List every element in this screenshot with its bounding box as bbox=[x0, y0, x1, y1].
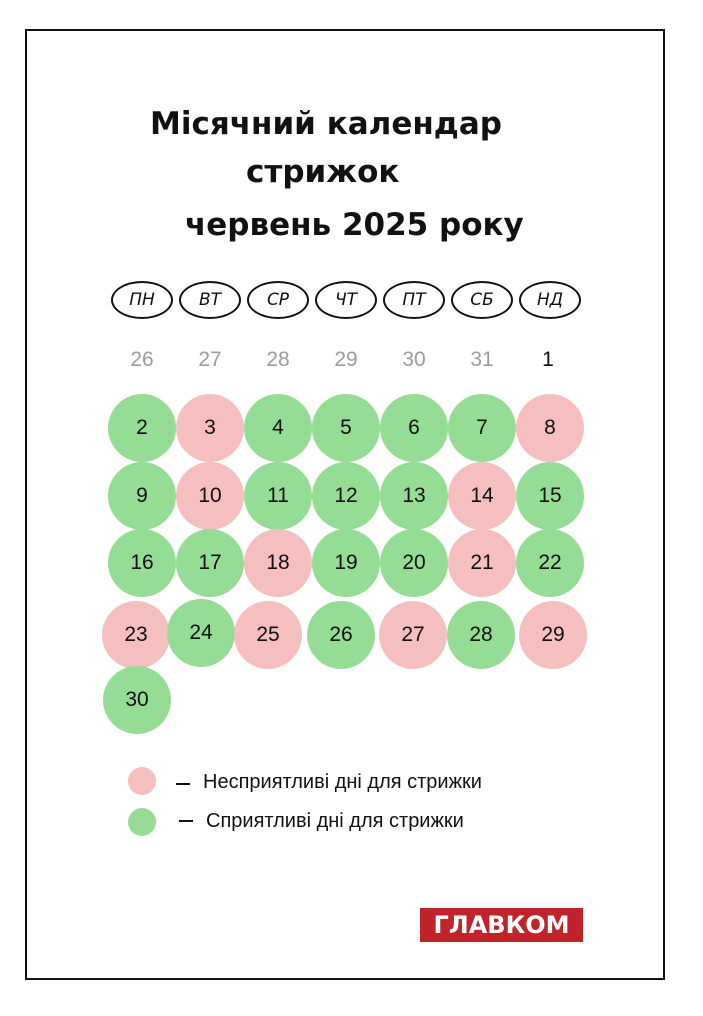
day-4: 4 bbox=[244, 394, 312, 462]
day-8: 8 bbox=[516, 394, 584, 462]
day-23: 23 bbox=[102, 601, 170, 669]
title-line-3: червень 2025 року bbox=[185, 207, 524, 243]
day-29: 29 bbox=[519, 601, 587, 669]
day-13: 13 bbox=[380, 462, 448, 530]
day-26: 26 bbox=[307, 601, 375, 669]
day-30: 30 bbox=[103, 666, 171, 734]
day-1-label: 1 bbox=[542, 348, 554, 371]
day-2: 2 bbox=[108, 394, 176, 462]
legend-bad-label: Несприятливі дні для стрижки bbox=[203, 771, 482, 793]
day-12: 12 bbox=[312, 462, 380, 530]
day-6: 6 bbox=[380, 394, 448, 462]
day-16: 16 bbox=[108, 529, 176, 597]
day-15: 15 bbox=[516, 462, 584, 530]
day-27: 27 bbox=[379, 601, 447, 669]
day-25: 25 bbox=[234, 601, 302, 669]
legend-bad-dot bbox=[128, 767, 156, 795]
day-9: 9 bbox=[108, 462, 176, 530]
weekday-3: СР bbox=[247, 281, 309, 319]
legend-good-label: Сприятливі дні для стрижки bbox=[206, 810, 464, 832]
title-line-2: стрижок bbox=[246, 154, 400, 190]
calendar-frame bbox=[25, 29, 665, 980]
day-20: 20 bbox=[380, 529, 448, 597]
previous-month-day: 29 bbox=[334, 348, 358, 371]
weekday-4: ЧТ bbox=[315, 281, 377, 319]
title-line-1: Місячний календар bbox=[150, 106, 502, 142]
legend-good-dot bbox=[128, 808, 156, 836]
day-14: 14 bbox=[448, 462, 516, 530]
weekday-2: ВТ bbox=[179, 281, 241, 319]
legend-dash bbox=[176, 783, 190, 785]
day-5: 5 bbox=[312, 394, 380, 462]
legend-dash bbox=[179, 820, 193, 822]
previous-month-day: 27 bbox=[198, 348, 222, 371]
glavcom-logo: ГЛАВКОМ bbox=[420, 908, 583, 942]
day-22: 22 bbox=[516, 529, 584, 597]
day-19: 19 bbox=[312, 529, 380, 597]
day-7: 7 bbox=[448, 394, 516, 462]
weekday-6: СБ bbox=[451, 281, 513, 319]
day-17: 17 bbox=[176, 529, 244, 597]
day-11: 11 bbox=[244, 462, 312, 530]
day-28: 28 bbox=[447, 601, 515, 669]
previous-month-day: 28 bbox=[266, 348, 290, 371]
day-10: 10 bbox=[176, 462, 244, 530]
day-21: 21 bbox=[448, 529, 516, 597]
weekday-1: ПН bbox=[111, 281, 173, 319]
previous-month-day: 26 bbox=[130, 348, 154, 371]
previous-month-day: 31 bbox=[470, 348, 494, 371]
day-3: 3 bbox=[176, 394, 244, 462]
day-24: 24 bbox=[167, 599, 235, 667]
day-18: 18 bbox=[244, 529, 312, 597]
weekday-5: ПТ bbox=[383, 281, 445, 319]
weekday-7: НД bbox=[519, 281, 581, 319]
previous-month-day: 30 bbox=[402, 348, 426, 371]
